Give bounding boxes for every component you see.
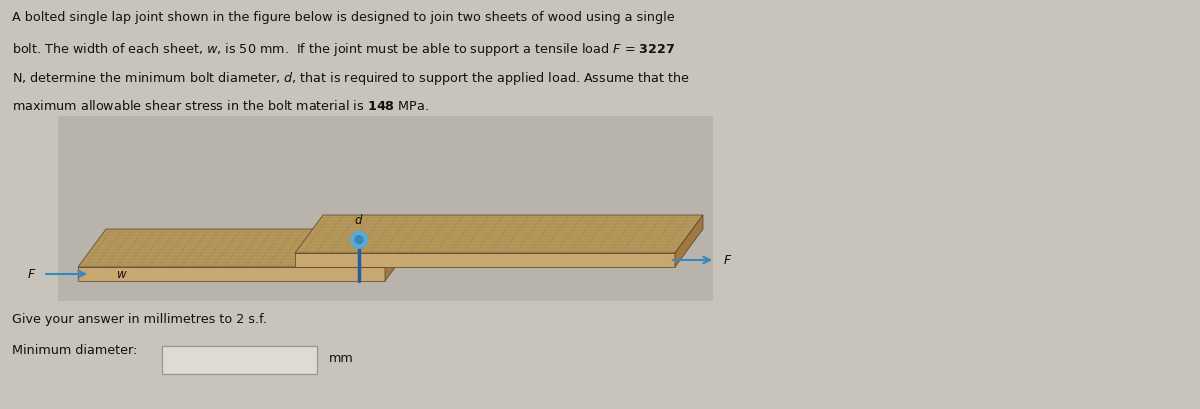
Polygon shape [78,229,413,267]
Polygon shape [295,229,413,267]
Circle shape [355,236,364,244]
Circle shape [350,231,367,248]
Bar [58,116,713,301]
Text: maximum allowable shear stress in the bolt material is $\mathbf{148}$ MPa.: maximum allowable shear stress in the bo… [12,99,430,114]
Text: N, determine the minimum bolt diameter, $d$, that is required to support the app: N, determine the minimum bolt diameter, … [12,70,690,87]
Text: Give your answer in millimetres to 2 s.f.: Give your answer in millimetres to 2 s.f… [12,313,266,326]
Polygon shape [78,267,385,281]
Text: bolt. The width of each sheet, $w$, is 50 mm.  If the joint must be able to supp: bolt. The width of each sheet, $w$, is 5… [12,40,676,58]
Polygon shape [295,215,703,253]
Polygon shape [674,215,703,267]
Text: $F$: $F$ [722,254,732,267]
Polygon shape [385,229,413,281]
FancyBboxPatch shape [162,346,317,374]
Text: $d$: $d$ [354,213,364,227]
Polygon shape [295,253,674,267]
Text: A bolted single lap joint shown in the figure below is designed to join two shee: A bolted single lap joint shown in the f… [12,11,674,24]
Text: mm: mm [329,353,354,366]
Text: Minimum diameter:: Minimum diameter: [12,344,137,357]
Text: $F$: $F$ [26,267,36,281]
Text: $w$: $w$ [116,267,127,281]
